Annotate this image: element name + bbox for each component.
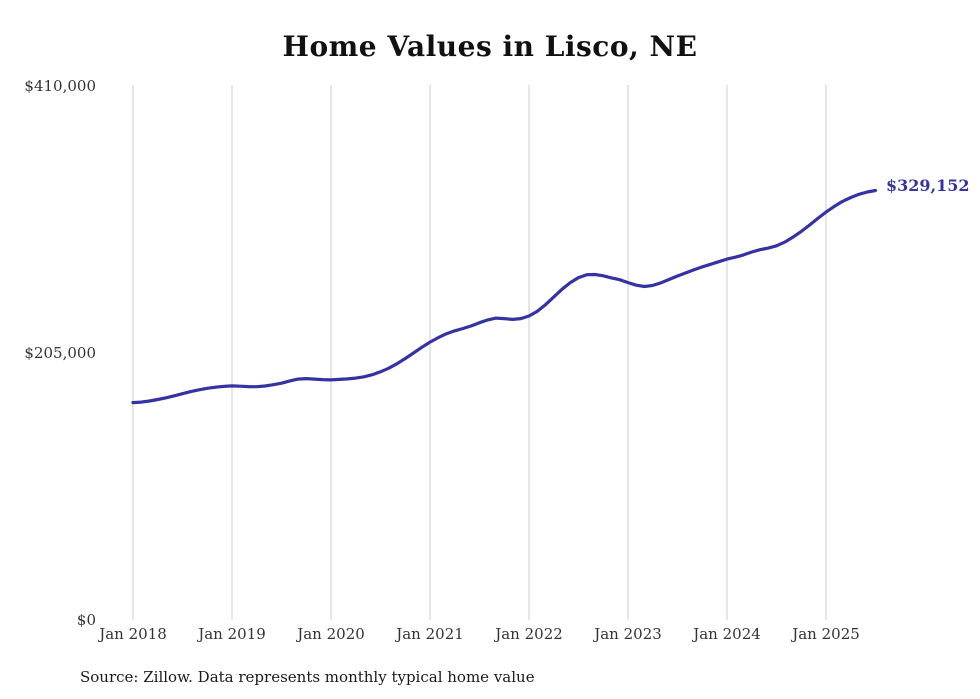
- x-axis-tick: Jan 2019: [198, 625, 266, 643]
- chart-title: Home Values in Lisco, NE: [282, 30, 698, 63]
- source-note: Source: Zillow. Data represents monthly …: [80, 668, 535, 686]
- y-axis-tick-205000: $205,000: [24, 344, 96, 362]
- home-value-line: [131, 188, 878, 405]
- x-axis-tick: Jan 2022: [495, 625, 563, 643]
- x-axis-tick: Jan 2025: [792, 625, 860, 643]
- latest-value-label: $329,152: [886, 176, 970, 195]
- x-axis-tick: Jan 2021: [396, 625, 464, 643]
- x-axis-tick: Jan 2018: [99, 625, 167, 643]
- y-axis-tick-0: $0: [76, 611, 96, 629]
- y-axis-tick-410000: $410,000: [24, 77, 96, 95]
- x-axis-tick: Jan 2020: [297, 625, 365, 643]
- x-axis-tick: Jan 2024: [693, 625, 761, 643]
- x-axis-tick: Jan 2023: [594, 625, 662, 643]
